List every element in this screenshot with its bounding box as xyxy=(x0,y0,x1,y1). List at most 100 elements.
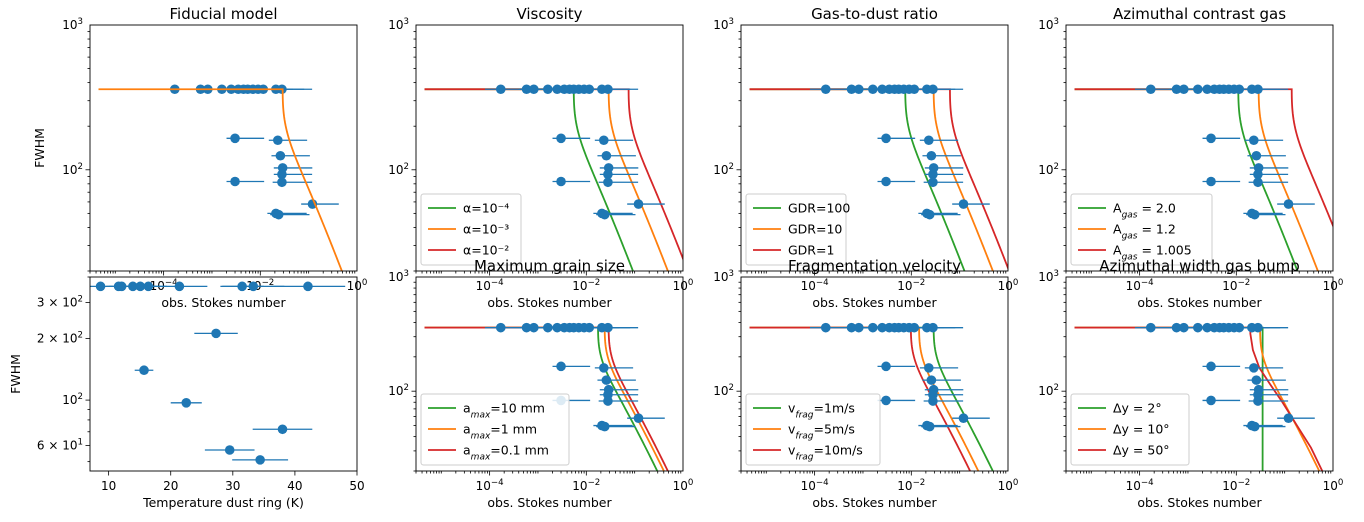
data-point xyxy=(909,322,920,333)
data-point xyxy=(868,322,878,333)
legend: GDR=100 GDR=10 GDR=1 xyxy=(745,193,850,266)
x-tick-label: 10−4 xyxy=(801,478,829,493)
legend-entry: vfrag=5m/s xyxy=(788,422,855,442)
y-tick-label: 102 xyxy=(1038,162,1059,177)
data-point xyxy=(928,84,938,95)
x-axis-label: obs. Stokes number xyxy=(812,495,937,510)
data-point xyxy=(248,281,259,292)
legend-entry: amax=0.1 mm xyxy=(463,443,549,463)
x-tick-label: 10 xyxy=(101,479,116,493)
series-line xyxy=(424,326,665,471)
data-point xyxy=(958,199,969,209)
series-line xyxy=(749,326,980,471)
axis-ticks xyxy=(85,31,356,276)
data-point xyxy=(277,424,288,435)
data-point xyxy=(1249,209,1260,220)
x-tick-label: 100 xyxy=(347,278,368,293)
series-line xyxy=(424,88,669,271)
x-axis-label: obs. Stokes number xyxy=(812,295,937,310)
panel-title: Fragmentation velocity xyxy=(788,257,961,275)
data-point xyxy=(211,328,221,339)
data-point xyxy=(1251,150,1262,161)
data-point xyxy=(273,209,284,220)
series-line xyxy=(1074,88,1333,229)
legend-entry: vfrag=10m/s xyxy=(788,443,863,463)
x-tick-label: 100 xyxy=(1323,478,1344,493)
legend-entry: Agas = 2.0 xyxy=(1113,201,1176,221)
data-point xyxy=(1171,322,1182,333)
data-point xyxy=(1145,322,1156,333)
data-point xyxy=(521,84,532,95)
data-point xyxy=(633,199,644,209)
data-point xyxy=(135,281,146,292)
panel-title: Azimuthal width gas bump xyxy=(1099,257,1300,275)
data-point xyxy=(1206,176,1216,187)
axes-frame xyxy=(1065,276,1334,472)
data-point xyxy=(1253,84,1263,95)
x-tick-label: 100 xyxy=(1323,278,1344,293)
x-tick-label: 10−4 xyxy=(801,278,829,293)
axes-frame xyxy=(89,24,358,272)
y-tick-label: 103 xyxy=(1038,269,1059,284)
x-tick-label: 10−2 xyxy=(897,478,925,493)
x-axis-label: obs. Stokes number xyxy=(487,295,612,310)
data-point xyxy=(846,322,857,333)
data-point xyxy=(139,365,149,376)
y-tick-label: 102 xyxy=(713,162,734,177)
data-point xyxy=(584,322,595,333)
y-tick-label: 102 xyxy=(713,383,734,398)
x-tick-label: 40 xyxy=(287,479,302,493)
data-point xyxy=(820,322,831,333)
data-point xyxy=(230,176,240,187)
y-tick-label: 103 xyxy=(388,17,409,32)
x-tick-label: 100 xyxy=(998,478,1019,493)
axes-frame xyxy=(415,276,684,472)
axes-frame xyxy=(740,276,1009,472)
data-point xyxy=(928,177,938,188)
data-point xyxy=(275,150,286,161)
panel-title: Azimuthal contrast gas xyxy=(1113,5,1286,23)
x-axis-label: obs. Stokes number xyxy=(487,495,612,510)
data-point xyxy=(877,322,888,333)
data-point xyxy=(552,84,563,95)
data-point xyxy=(255,455,265,465)
series-line xyxy=(424,88,683,262)
series-line xyxy=(749,88,966,271)
data-point xyxy=(633,413,644,424)
data-point xyxy=(928,169,938,180)
data-point xyxy=(277,169,287,180)
data-point xyxy=(820,84,831,95)
panel-title: Gas-to-dust ratio xyxy=(811,5,938,23)
x-tick-label: 10−4 xyxy=(150,278,178,293)
panel-title: Viscosity xyxy=(516,5,582,23)
data-point xyxy=(928,322,938,333)
data-point xyxy=(1234,322,1245,333)
data-point xyxy=(224,445,235,455)
data-point xyxy=(601,150,612,161)
data-point xyxy=(174,281,185,292)
data-point xyxy=(237,281,247,292)
x-tick-label: 30 xyxy=(225,479,240,493)
panel-8: Azimuthal width gas bump obs. Stokes numb… xyxy=(1038,257,1343,510)
y-tick-label: 102 xyxy=(62,162,83,177)
panel-6: Maximum grain size obs. Stokes number 10−4… xyxy=(388,257,693,510)
series-line xyxy=(424,88,634,271)
data-point xyxy=(923,135,934,146)
data-point xyxy=(909,84,920,95)
x-axis-label: Temperature dust ring (K) xyxy=(142,495,304,510)
y-tick-label: 103 xyxy=(62,17,83,32)
series-line xyxy=(1074,88,1319,271)
panel-title: Maximum grain size xyxy=(474,257,625,275)
data-point xyxy=(603,169,613,180)
series-line xyxy=(1074,326,1321,471)
panel-7: Fragmentation velocity obs. Stokes number… xyxy=(713,257,1018,510)
data-point xyxy=(598,363,609,373)
data-point xyxy=(1206,361,1216,372)
y-tick-label: 102 xyxy=(1038,383,1059,398)
data-point xyxy=(543,84,553,95)
data-point xyxy=(1248,135,1259,146)
data-point xyxy=(877,84,888,95)
data-point xyxy=(1193,84,1203,95)
data-point xyxy=(924,421,935,432)
